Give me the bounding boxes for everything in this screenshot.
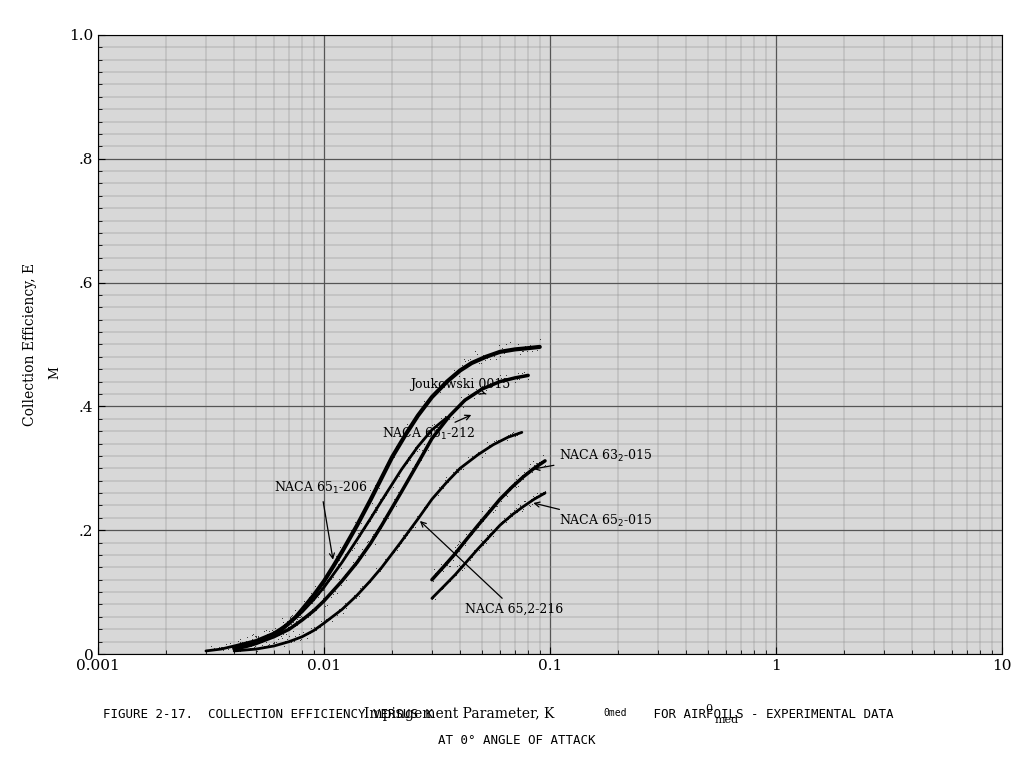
Text: Joukowski 0015: Joukowski 0015 [410, 378, 510, 394]
Text: 0: 0 [706, 704, 713, 714]
Text: NACA 65$_2$-015: NACA 65$_2$-015 [535, 502, 653, 529]
Text: 0med: 0med [603, 708, 627, 718]
Text: Impingement Parameter, K: Impingement Parameter, K [365, 707, 555, 721]
Text: FOR AIRFOILS - EXPERIMENTAL DATA: FOR AIRFOILS - EXPERIMENTAL DATA [646, 708, 894, 721]
Text: NACA 65,2-216: NACA 65,2-216 [420, 522, 563, 616]
Text: FIGURE 2-17.  COLLECTION EFFICIENCY VERSUS K: FIGURE 2-17. COLLECTION EFFICIENCY VERSU… [103, 708, 433, 721]
Text: M: M [49, 366, 61, 378]
Text: NACA 65$_1$-206: NACA 65$_1$-206 [274, 480, 368, 558]
Text: med: med [715, 714, 739, 724]
Text: Collection Efficiency, E: Collection Efficiency, E [24, 263, 37, 426]
Text: NACA 65$_1$-212: NACA 65$_1$-212 [382, 416, 475, 442]
Text: NACA 63$_2$-015: NACA 63$_2$-015 [535, 448, 653, 471]
Text: AT 0° ANGLE OF ATTACK: AT 0° ANGLE OF ATTACK [438, 734, 595, 747]
